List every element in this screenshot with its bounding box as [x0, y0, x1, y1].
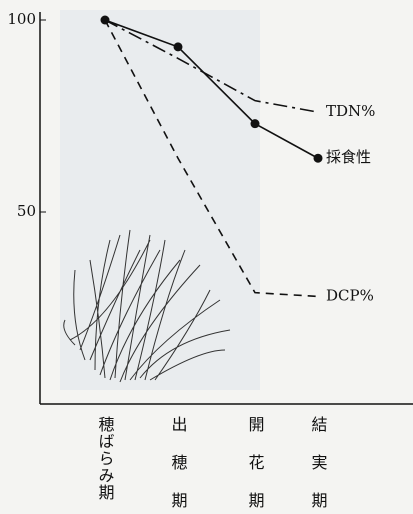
x-tick-label: 開花期 [246, 416, 265, 514]
grass-illustration [63, 229, 231, 383]
x-tick-label: 結実期 [309, 416, 328, 514]
x-tick-label: 穂ばらみ期 [96, 416, 115, 501]
series-line [104, 19, 319, 298]
x-tick-label: 出穂期 [169, 416, 188, 514]
series-line [104, 19, 319, 113]
y-tick-label: 50 [17, 202, 36, 220]
y-tick-label: 100 [7, 10, 36, 28]
series-label: DCP% [326, 286, 374, 304]
series-line [104, 19, 319, 159]
point [250, 119, 260, 129]
background-panel [60, 10, 260, 390]
series-label: TDN% [326, 102, 375, 120]
point [173, 42, 183, 52]
series-label: 採食性 [326, 148, 371, 166]
point [313, 153, 323, 163]
